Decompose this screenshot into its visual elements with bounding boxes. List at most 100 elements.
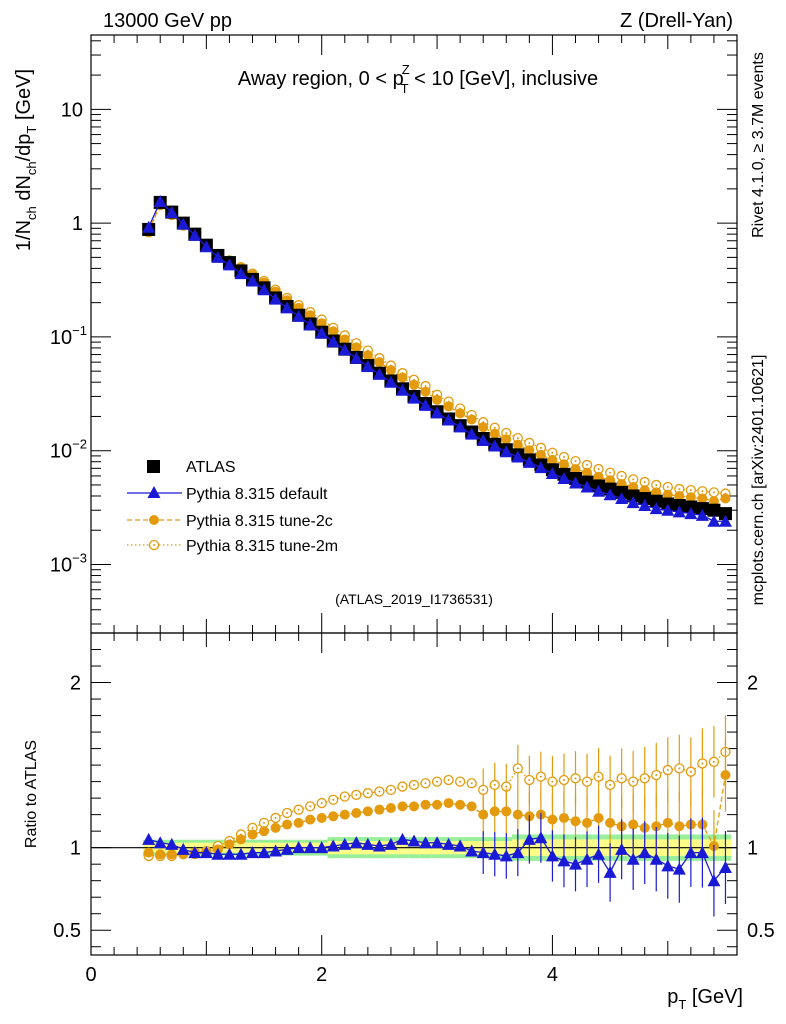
ratio-point-default (476, 846, 490, 859)
main-point-tune2c (374, 357, 385, 368)
ratio-point-tune2m-dot (286, 811, 289, 814)
ratio-point-tune2c (628, 819, 639, 830)
main-point-tune2c (697, 493, 708, 504)
ratio-point-default (661, 859, 675, 872)
ratio-point-tune2m-dot (389, 788, 392, 791)
ratio-point-tune2m-dot (574, 777, 577, 780)
ratio-point-tune2c (593, 812, 604, 823)
ratio-point-default (384, 837, 398, 850)
main-point-default (672, 505, 686, 518)
ratio-point-default (465, 844, 479, 857)
main-point-tune2c (535, 449, 546, 460)
main-point-tune2m-dot (551, 451, 554, 454)
main-line-tune2m (148, 204, 726, 495)
main-point-default (280, 301, 294, 314)
ratio-point-default (684, 846, 698, 859)
main-point-tune2c (501, 434, 512, 445)
ratio-point-default (199, 846, 213, 859)
ratio-ytick-label-right: 1 (747, 838, 758, 860)
title-sub: T (401, 81, 409, 96)
ratio-point-tune2m-dot (609, 783, 612, 786)
ratio-point-default (315, 841, 329, 854)
ratio-point-default (499, 849, 513, 862)
ratio-point-tune2c (316, 812, 327, 823)
ratio-point-default (534, 831, 548, 844)
main-point-default (557, 471, 571, 484)
ratio-point-tune2m-dot (355, 793, 358, 796)
rivet-label: Rivet 4.1.0, ≥ 3.7M events (750, 52, 767, 238)
main-point-tune2m-dot (701, 490, 704, 493)
ratio-point-tune2m-dot (366, 792, 369, 795)
main-series-layer (142, 194, 732, 527)
ratio-point-default (338, 837, 352, 850)
main-point-tune2c (524, 445, 535, 456)
title-sup: Z (402, 62, 410, 77)
ratio-point-tune2m-dot (678, 767, 681, 770)
ratio-point-default (372, 839, 386, 852)
main-point-tune2m-dot (574, 460, 577, 463)
main-point-default (603, 488, 617, 501)
main-point-default (142, 220, 156, 233)
ratio-point-default (638, 846, 652, 859)
main-point-default (199, 240, 213, 253)
main-point-tune2c (362, 350, 373, 361)
ratio-point-tune2c (282, 819, 293, 830)
main-ylabel: 1/Nch dNch/dpT [GeV] (13, 69, 39, 251)
main-title: Away region, 0 < pZ T < 10 [GeV], inclusi… (238, 62, 598, 96)
main-point-tune2c (628, 481, 639, 492)
ratio-point-default (580, 852, 594, 865)
ratio-point-tune2c (547, 814, 558, 825)
main-axis-ticks: 10 1 10−1 10−2 10−3 (50, 35, 738, 633)
ratio-point-tune2m-dot (586, 780, 589, 783)
ratio-point-tune2c (443, 798, 454, 809)
main-point-tune2m-dot (539, 446, 542, 449)
main-point-default (569, 476, 582, 489)
main-point-atlas (638, 492, 652, 506)
main-point-default (545, 467, 559, 480)
mcplots-label: mcplots.cern.ch [arXiv:2401.10621] (750, 355, 767, 606)
ratio-point-tune2m-dot (482, 788, 485, 791)
ratio-point-default (246, 846, 259, 859)
ratio-point-tune2c (328, 811, 339, 822)
main-ytick-label: 10−2 (50, 437, 87, 463)
xtick-label: 0 (85, 964, 96, 986)
main-point-default (153, 194, 167, 207)
main-point-default (476, 433, 490, 446)
main-point-default (361, 359, 375, 372)
xlabel-part-b: [GeV] (686, 986, 743, 1008)
main-ytick-label: 10−1 (50, 323, 87, 349)
ratio-point-tune2c (512, 809, 523, 820)
ratio-point-default (718, 860, 732, 873)
ratio-ytick-label-left: 2 (70, 673, 81, 695)
ratio-point-default (557, 854, 571, 867)
title-part-b: < 10 [GeV], inclusive (409, 68, 599, 90)
ratio-point-tune2m-dot (320, 802, 323, 805)
ratio-point-tune2m-dot (274, 816, 277, 819)
main-point-tune2m-dot (643, 481, 646, 484)
xlabel-sub: T (678, 997, 686, 1012)
main-point-default (615, 492, 629, 505)
ratio-point-tune2c (570, 816, 581, 827)
main-point-tune2c (385, 365, 396, 376)
ratio-point-tune2c (558, 812, 569, 823)
ratio-point-tune2c (143, 847, 154, 858)
ratio-point-tune2c (466, 801, 477, 812)
xlabel: pT [GeV] (667, 986, 743, 1012)
main-point-tune2c (558, 459, 569, 470)
main-point-tune2m-dot (666, 485, 669, 488)
main-ytick-label: 10 (61, 99, 83, 121)
title-part-a: Away region, 0 < p (238, 68, 404, 90)
ratio-point-default (603, 865, 617, 878)
ratio-point-default (303, 841, 317, 854)
main-point-tune2c (662, 489, 673, 500)
ratio-point-default (695, 846, 709, 859)
main-point-tune2m-dot (562, 456, 565, 459)
ratio-ytick-label-left: 1 (70, 838, 81, 860)
main-point-tune2c (466, 414, 477, 425)
ratio-point-default (188, 846, 202, 859)
ratio-point-tune2c (409, 801, 419, 812)
main-point-tune2c (328, 326, 339, 337)
ratio-point-default (707, 874, 721, 887)
main-point-atlas (695, 502, 709, 516)
ratio-ylabel: Ratio to ATLAS (23, 740, 40, 848)
